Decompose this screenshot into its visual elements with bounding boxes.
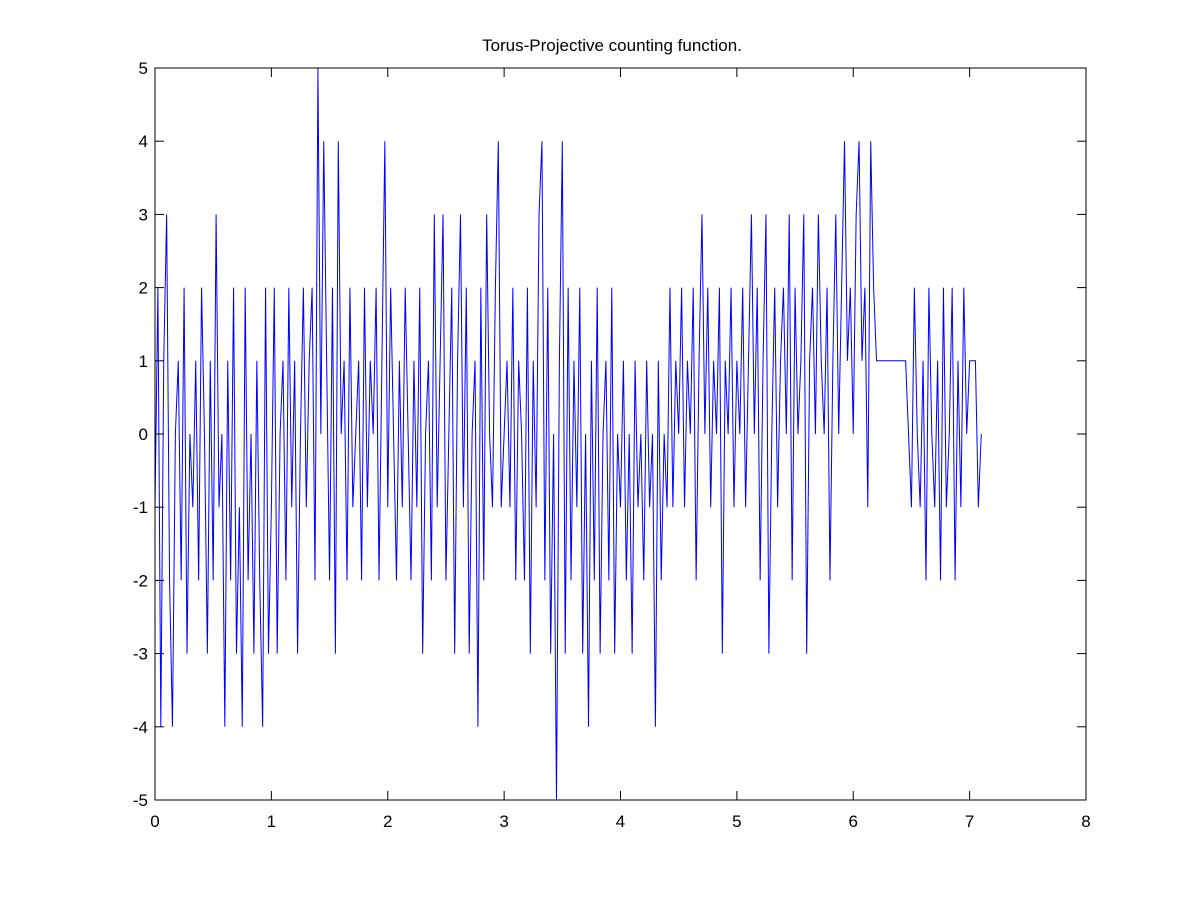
x-tick-label: 4 [616,812,625,831]
chart-title: Torus-Projective counting function. [482,36,742,55]
x-tick-label: 7 [965,812,974,831]
y-tick-label: -1 [133,498,148,517]
y-tick-label: -4 [133,718,148,737]
y-tick-label: 1 [139,352,148,371]
y-tick-label: -5 [133,791,148,810]
x-tick-label: 3 [499,812,508,831]
y-tick-label: 0 [139,425,148,444]
y-tick-label: 3 [139,205,148,224]
y-tick-label: -3 [133,645,148,664]
x-tick-label: 2 [383,812,392,831]
x-tick-label: 6 [849,812,858,831]
x-tick-label: 1 [267,812,276,831]
x-tick-label: 8 [1081,812,1090,831]
y-tick-label: 2 [139,279,148,298]
y-tick-label: -2 [133,571,148,590]
y-tick-label: 5 [139,59,148,78]
x-tick-label: 0 [150,812,159,831]
data-line [154,67,982,801]
y-tick-label: 4 [139,132,148,151]
x-tick-label: 5 [732,812,741,831]
